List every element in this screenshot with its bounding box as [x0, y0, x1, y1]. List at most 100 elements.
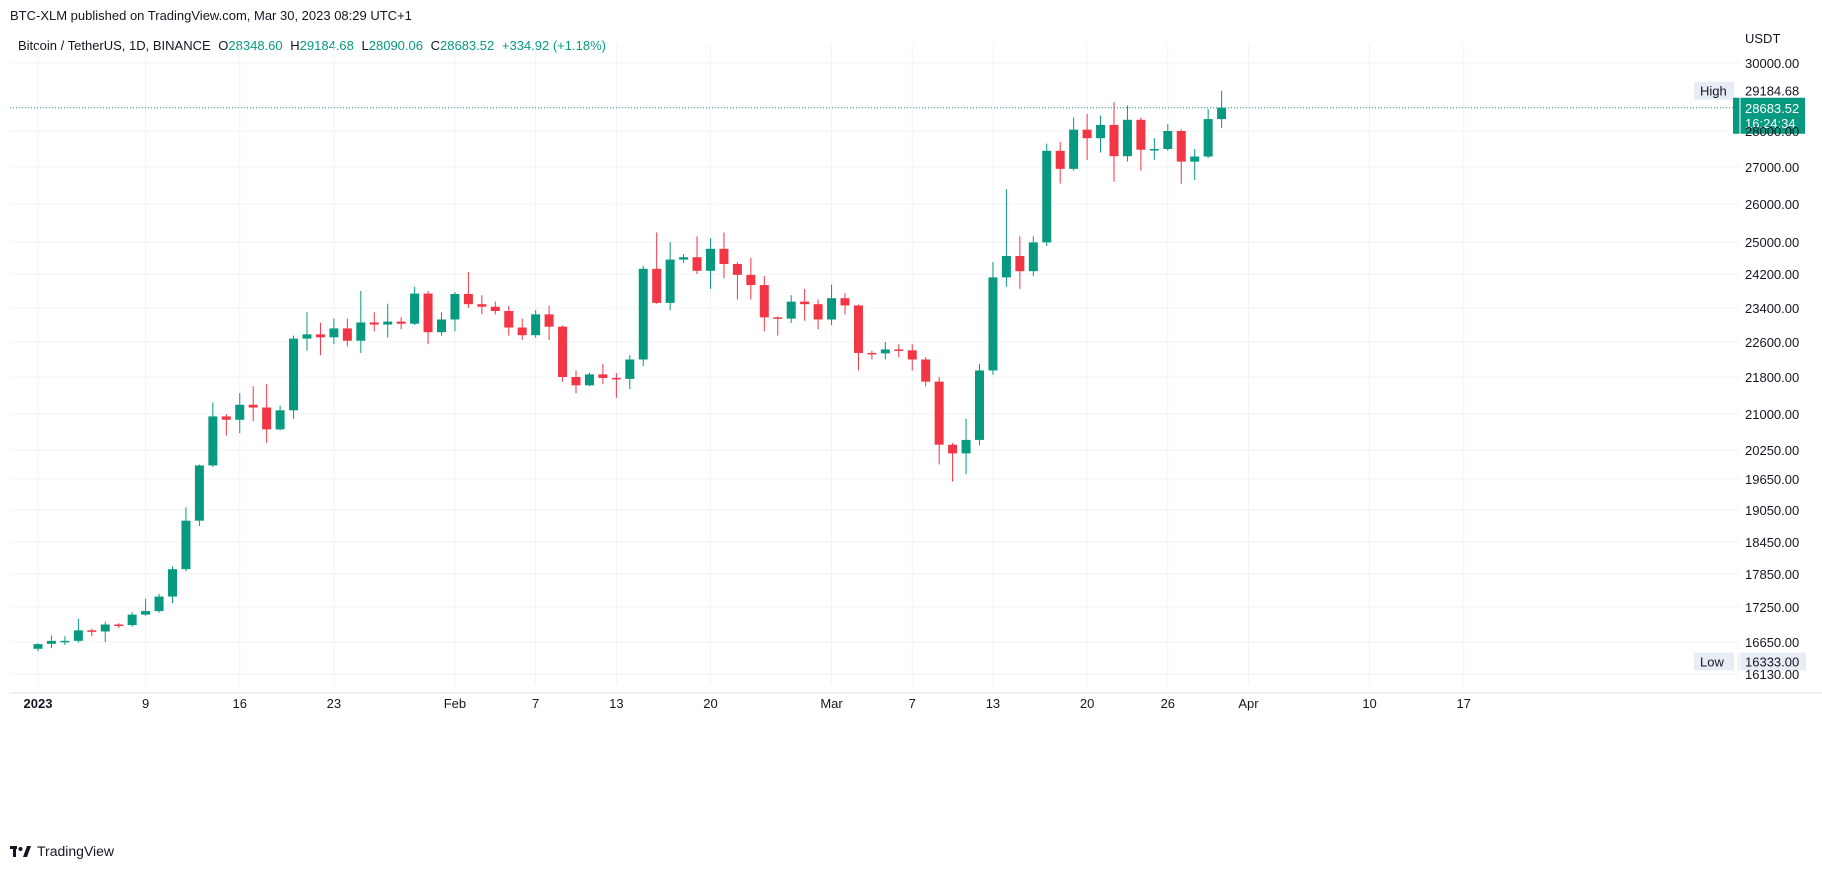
change-value: +334.92 (+1.18%) [501, 38, 606, 53]
candle-body [652, 268, 662, 303]
low-value: 28090.06 [368, 38, 423, 53]
low-value-tag [1738, 652, 1806, 671]
candle-body [531, 314, 541, 336]
low-marker-value: 16333.00 [1745, 655, 1799, 670]
candle-body [773, 317, 783, 319]
price-tick-label: 20250.00 [1745, 443, 1799, 458]
candle-body [853, 305, 863, 353]
last-price-value: 28683.52 [1745, 101, 1799, 116]
candle-body [706, 248, 715, 271]
candle-body [800, 301, 810, 305]
price-tick-label: 17850.00 [1745, 567, 1799, 582]
candle-body [934, 381, 944, 445]
price-tick-label: 18450.00 [1745, 535, 1799, 550]
symbol-legend: Bitcoin / TetherUS, 1D, BINANCE O28348.6… [18, 38, 606, 53]
candle-body [584, 374, 594, 386]
price-tick-label: 26000.00 [1745, 197, 1799, 212]
candle-body [611, 377, 621, 380]
low-label: L [361, 38, 369, 53]
price-tick-label: 17250.00 [1745, 600, 1799, 615]
candle-body [463, 293, 473, 305]
candle-body [181, 520, 191, 570]
tradingview-logo-icon [10, 846, 31, 857]
candle-body [558, 326, 568, 377]
candle-body [356, 322, 366, 341]
candles-layer [33, 90, 1227, 652]
price-tick-label: 27000.00 [1745, 160, 1799, 175]
date-tick-label: Apr [1238, 696, 1259, 711]
candle-body [1042, 150, 1052, 243]
price-tick-label: 23400.00 [1745, 301, 1799, 316]
price-axis[interactable]: 30000.00 28000.00 27000.00 26000.00 25000.00… [1739, 0, 1799, 693]
high-marker-tag [1694, 81, 1734, 100]
candle-body [679, 257, 689, 260]
candle-body [867, 352, 877, 355]
candle-body [1096, 124, 1106, 139]
candle-body [975, 370, 984, 440]
candle-body [948, 444, 958, 454]
price-tick-label: 19050.00 [1745, 503, 1799, 518]
candle-body [840, 298, 850, 306]
candle-body [450, 293, 460, 320]
last-price-badge [1733, 97, 1805, 134]
candle-body [46, 640, 56, 644]
candle-body [127, 614, 137, 626]
candle-body [1203, 119, 1213, 157]
candle-body [154, 596, 164, 612]
candle-body [1055, 150, 1065, 169]
candle-body [517, 327, 527, 336]
candle-body [235, 404, 245, 420]
candle-body [921, 359, 931, 382]
candle-body [1001, 256, 1011, 278]
date-tick-label: Feb [444, 696, 466, 711]
date-tick-label: 20 [1080, 696, 1094, 711]
tradingview-logo[interactable]: TradingView [10, 843, 114, 859]
candle-body [1136, 119, 1146, 150]
candle-body [194, 465, 204, 521]
candle-body [813, 304, 823, 320]
price-tick-label: 21000.00 [1745, 407, 1799, 422]
price-tick-label: 24200.00 [1745, 267, 1799, 282]
candle-body [665, 259, 675, 303]
candle-body [544, 314, 554, 327]
candle-body [100, 624, 110, 632]
candle-body [638, 268, 648, 360]
candle-body [477, 304, 487, 307]
candle-body [1015, 256, 1025, 272]
date-tick-label: 7 [909, 696, 916, 711]
candle-body [894, 349, 904, 351]
candle-body [396, 321, 406, 324]
candle-body [692, 257, 702, 271]
candle-body [329, 328, 339, 338]
candle-body [423, 293, 433, 333]
candle-body [827, 298, 837, 320]
date-tick-label: 7 [532, 696, 539, 711]
date-tick-label: 13 [609, 696, 623, 711]
price-tick-label: 16650.00 [1745, 635, 1799, 650]
symbol-label[interactable]: Bitcoin / TetherUS, 1D, BINANCE [18, 38, 211, 53]
open-value: 28348.60 [228, 38, 283, 53]
high-value: 29184.68 [299, 38, 354, 53]
candle-body [289, 338, 299, 411]
time-axis[interactable]: 2023 9 16 23 Feb 7 13 20 Mar 7 13 20 26 Apr 10 17 [10, 692, 1822, 711]
candle-body [114, 624, 124, 626]
candle-body [988, 277, 998, 371]
candle-body [262, 407, 272, 430]
candle-body [880, 349, 890, 354]
candle-body [732, 264, 742, 275]
countdown-timer: 16:24:34 [1745, 116, 1796, 131]
candle-body [383, 321, 393, 325]
date-tick-label: Mar [820, 696, 843, 711]
low-marker-label: Low [1700, 655, 1724, 670]
date-tick-label: 26 [1161, 696, 1175, 711]
date-tick-label: 10 [1362, 696, 1376, 711]
candle-body [625, 359, 635, 379]
candle-body [961, 439, 971, 454]
price-tick-label: 19650.00 [1745, 472, 1799, 487]
candle-body [141, 611, 151, 615]
date-tick-label: 2023 [24, 696, 53, 711]
candle-body [1109, 124, 1119, 157]
date-tick-label: 23 [327, 696, 341, 711]
